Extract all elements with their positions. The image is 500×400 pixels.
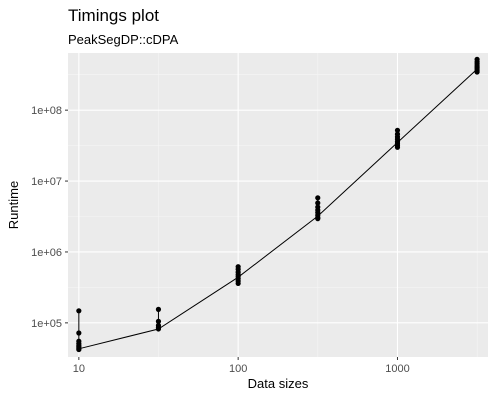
- y-tick-label: 1e+08: [31, 105, 62, 117]
- y-tick-label: 1e+06: [31, 247, 62, 259]
- x-tick-label: 1000: [385, 363, 409, 375]
- y-axis: 1e+05 1e+06 1e+07 1e+08: [31, 105, 68, 330]
- data-point: [315, 195, 321, 201]
- data-point: [315, 216, 321, 222]
- data-point: [155, 326, 162, 332]
- data-point: [76, 346, 82, 353]
- data-points: [76, 56, 480, 353]
- data-point: [235, 280, 241, 287]
- minor-grid: [68, 53, 488, 357]
- chart-subtitle: PeakSegDP::cDPA: [68, 32, 179, 47]
- x-tick-label: 10: [73, 363, 85, 375]
- data-point: [155, 318, 162, 324]
- data-point: [76, 330, 82, 336]
- chart-title: Timings plot: [68, 6, 160, 25]
- x-tick-label: 100: [229, 363, 247, 375]
- data-point: [76, 308, 82, 314]
- plot-panel: [68, 53, 488, 357]
- x-axis-title: Data sizes: [248, 376, 309, 391]
- y-axis-title: Runtime: [6, 181, 21, 229]
- x-axis: 10 100 1000: [73, 357, 410, 375]
- data-point: [315, 200, 321, 206]
- y-tick-label: 1e+05: [31, 318, 62, 330]
- data-point: [394, 127, 401, 133]
- data-point: [394, 144, 401, 150]
- series-line: [78, 68, 478, 350]
- data-point: [474, 69, 480, 75]
- major-grid: [68, 53, 488, 357]
- data-point: [155, 306, 162, 312]
- y-tick-label: 1e+07: [31, 176, 62, 188]
